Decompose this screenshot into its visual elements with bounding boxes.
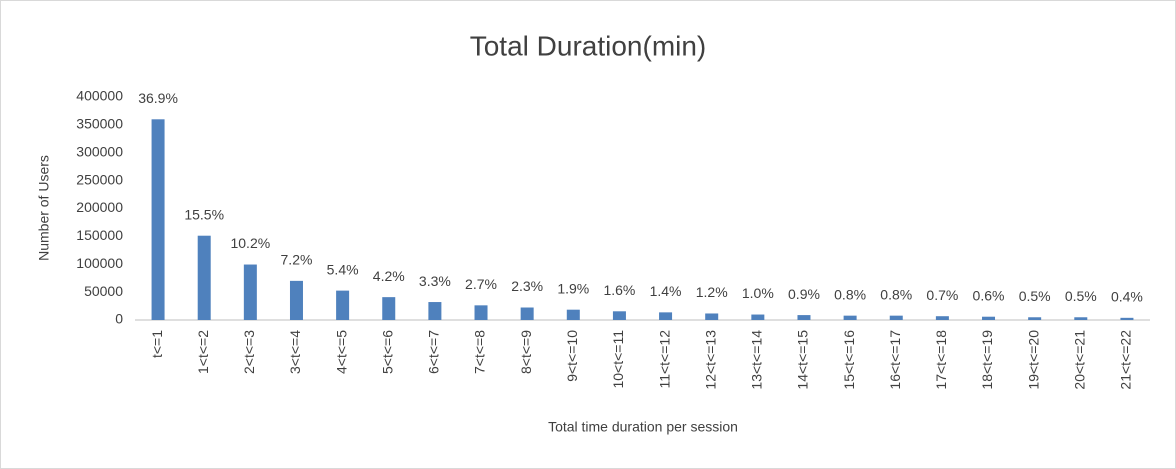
data-label: 10.2%: [230, 235, 270, 251]
data-label: 1.4%: [650, 283, 682, 299]
bar: [243, 264, 257, 320]
data-label: 0.9%: [788, 286, 820, 302]
data-label: 0.5%: [1019, 288, 1051, 304]
y-tick-label: 200000: [76, 199, 123, 215]
x-tick-label: 14<t<=15: [795, 330, 811, 390]
x-tick-label: 3<t<=4: [287, 330, 303, 374]
x-tick-label: 1<t<=2: [195, 330, 211, 374]
data-label: 0.5%: [1065, 288, 1097, 304]
bar: [382, 297, 396, 320]
y-tick-label: 50000: [84, 283, 123, 299]
x-tick-label: 6<t<=7: [426, 330, 442, 374]
bar: [659, 312, 673, 320]
x-tick-label: 5<t<=6: [379, 330, 395, 374]
x-tick-label: 11<t<=12: [656, 330, 672, 389]
y-tick-label: 250000: [76, 171, 123, 187]
y-tick-label: 150000: [76, 227, 123, 243]
data-label: 2.3%: [511, 278, 543, 294]
bar: [843, 315, 857, 320]
y-tick-label: 400000: [76, 88, 123, 104]
data-label: 2.7%: [465, 276, 497, 292]
x-axis-title: Total time duration per session: [548, 419, 738, 435]
bar: [1120, 317, 1134, 320]
x-tick-label: 9<t<=10: [564, 330, 580, 382]
bar: [797, 315, 811, 320]
data-label: 36.9%: [138, 90, 178, 106]
x-tick-label: 18<t<=19: [979, 330, 995, 390]
bar: [1074, 317, 1088, 320]
bar: [982, 316, 996, 320]
bar: [1028, 317, 1042, 320]
x-tick-label: 2<t<=3: [241, 330, 257, 374]
data-label: 15.5%: [184, 206, 224, 222]
data-label: 0.8%: [834, 286, 866, 302]
data-label: 7.2%: [281, 252, 313, 268]
x-tick-label: 13<t<=14: [749, 330, 765, 390]
bar: [474, 305, 488, 320]
x-tick-label: 4<t<=5: [333, 330, 349, 374]
y-tick-label: 300000: [76, 143, 123, 159]
bar: [289, 280, 303, 320]
x-tick-label: 10<t<=11: [610, 330, 626, 389]
x-tick-label: 12<t<=13: [702, 330, 718, 390]
bar: [612, 311, 626, 320]
data-label: 5.4%: [327, 261, 359, 277]
x-tick-label: 15<t<=16: [841, 330, 857, 390]
data-label: 1.9%: [557, 280, 589, 296]
bar: [705, 313, 719, 320]
data-label: 0.4%: [1111, 289, 1143, 305]
x-tick-label: 7<t<=8: [472, 330, 488, 374]
y-tick-label: 0: [115, 311, 123, 327]
x-tick-label: 16<t<=17: [887, 330, 903, 390]
bar: [428, 302, 442, 320]
data-label: 0.6%: [973, 287, 1005, 303]
data-label: 4.2%: [373, 268, 405, 284]
bar: [935, 316, 949, 320]
bar: [151, 119, 165, 320]
bar: [566, 309, 580, 320]
data-label: 1.0%: [742, 285, 774, 301]
data-label: 3.3%: [419, 273, 451, 289]
y-tick-label: 350000: [76, 116, 123, 132]
bar: [197, 235, 211, 320]
data-label: 0.8%: [880, 286, 912, 302]
bar: [889, 315, 903, 320]
chart-title: Total Duration(min): [470, 30, 707, 61]
data-label: 1.6%: [603, 282, 635, 298]
y-axis-title: Number of Users: [36, 155, 52, 261]
y-tick-label: 100000: [76, 255, 123, 271]
x-tick-label: 19<t<=20: [1025, 330, 1041, 390]
x-tick-label: 17<t<=18: [933, 330, 949, 390]
bar: [520, 307, 534, 320]
x-tick-label: 21<t<=22: [1118, 330, 1134, 390]
x-tick-label: t<=1: [149, 330, 165, 358]
x-tick-label: 20<t<=21: [1071, 330, 1087, 390]
bar: [751, 314, 765, 320]
x-tick-label: 8<t<=9: [518, 330, 534, 374]
bar: [336, 290, 350, 320]
data-label: 1.2%: [696, 284, 728, 300]
data-label: 0.7%: [926, 287, 958, 303]
